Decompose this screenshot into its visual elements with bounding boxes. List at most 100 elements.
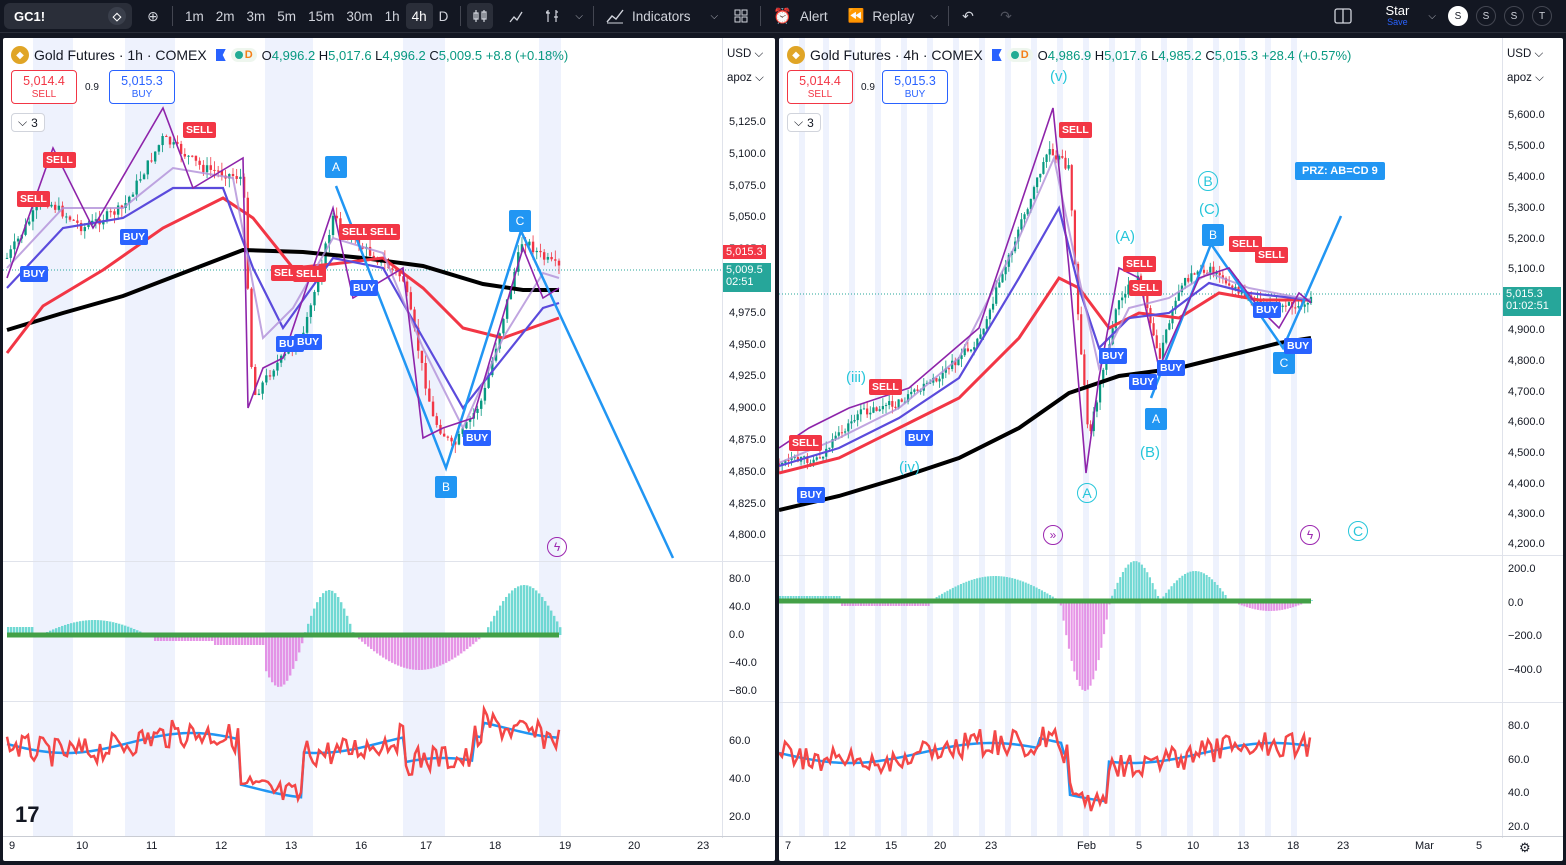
- collapse-indicators-button[interactable]: ⌵ 3: [787, 113, 821, 132]
- timeframe-5m[interactable]: 5m: [277, 8, 297, 24]
- replay-forward-icon[interactable]: »: [1043, 525, 1063, 545]
- layout-s-button[interactable]: S: [1504, 6, 1524, 26]
- buy-signal[interactable]: BUY: [1129, 374, 1158, 390]
- indicators-button[interactable]: Indicators: [600, 3, 697, 29]
- sell-signal[interactable]: SELL: [1129, 280, 1162, 296]
- timeframe-15m[interactable]: 15m: [308, 8, 335, 24]
- candles-icon[interactable]: [467, 3, 494, 29]
- pattern-point-a[interactable]: A: [1145, 408, 1167, 430]
- wave-circle-a[interactable]: A: [1077, 483, 1097, 503]
- timeframe-2m[interactable]: 2m: [215, 8, 235, 24]
- wave-label-v[interactable]: (v): [1050, 68, 1068, 85]
- flag-icon[interactable]: [991, 49, 1002, 61]
- wave-label-c[interactable]: (C): [1199, 201, 1220, 218]
- sell-signal[interactable]: SELL: [869, 379, 902, 395]
- panel-toggle-icon[interactable]: [1330, 3, 1356, 29]
- timeframe-3m[interactable]: 3m: [246, 8, 266, 24]
- bars-icon[interactable]: [539, 3, 565, 29]
- timeframe-1m[interactable]: 1m: [185, 8, 204, 24]
- buy-signal[interactable]: BUY: [350, 280, 379, 296]
- wave-label-iv[interactable]: (iv): [899, 459, 920, 476]
- replay-button[interactable]: ⏪ Replay: [842, 3, 921, 29]
- user-menu[interactable]: Star Save: [1380, 4, 1414, 27]
- chevron-down-icon[interactable]: ⌵: [1428, 10, 1436, 22]
- oscillator-bar: [220, 635, 223, 645]
- add-symbol-icon[interactable]: ⊕: [147, 7, 159, 24]
- diamond-icon[interactable]: ◇: [108, 7, 126, 25]
- buy-signal[interactable]: BUY: [1253, 302, 1282, 318]
- pattern-line[interactable]: [334, 185, 675, 559]
- wave-label-b[interactable]: (B): [1140, 444, 1160, 461]
- sell-button[interactable]: 5,014.4 SELL: [787, 70, 853, 104]
- settings-gear-icon[interactable]: ⚙: [1519, 840, 1531, 855]
- scale-mode-select[interactable]: apoz ⌵: [727, 72, 764, 84]
- buy-signal[interactable]: BUY: [120, 229, 149, 245]
- buy-button[interactable]: 5,015.3 BUY: [109, 70, 175, 104]
- chart-pane-4h[interactable]: ◆ Gold Futures · 4h · COMEX D O4,986.9 H…: [779, 38, 1563, 861]
- redo-icon[interactable]: ↷: [1000, 7, 1012, 24]
- flag-icon[interactable]: [215, 49, 226, 61]
- chart-type-icon[interactable]: [503, 3, 529, 29]
- layout-t-button[interactable]: T: [1532, 6, 1552, 26]
- buy-signal[interactable]: BUY: [905, 430, 934, 446]
- buy-signal[interactable]: BUY: [797, 487, 826, 503]
- chevron-down-icon[interactable]: ⌵: [710, 10, 719, 22]
- buy-signal[interactable]: BUY: [1157, 360, 1186, 376]
- sell-signal[interactable]: SELL: [1123, 256, 1156, 272]
- wave-label-iii[interactable]: (iii): [846, 369, 866, 386]
- timeframe-4h[interactable]: 4h: [405, 3, 433, 29]
- chevron-down-icon[interactable]: ⌵: [930, 10, 939, 22]
- buy-button[interactable]: 5,015.3 BUY: [882, 70, 948, 104]
- wave-circle-b[interactable]: B: [1198, 171, 1218, 191]
- chart-canvas-4h[interactable]: [779, 38, 1563, 861]
- currency-select[interactable]: USD ⌵: [1507, 48, 1544, 60]
- save-link[interactable]: Save: [1387, 17, 1408, 27]
- layout-s-button[interactable]: S: [1448, 6, 1468, 26]
- undo-icon[interactable]: ↶: [962, 7, 974, 24]
- collapse-indicators-button[interactable]: ⌵ 3: [11, 113, 45, 132]
- pattern-point-b[interactable]: B: [435, 476, 457, 498]
- timeframe-D[interactable]: D: [438, 8, 449, 24]
- sell-signal[interactable]: SELL: [1229, 236, 1262, 252]
- chart-pane-1h[interactable]: ◆ Gold Futures · 1h · COMEX D O4,996.2 H…: [3, 38, 775, 861]
- tradingview-logo-icon[interactable]: 17: [15, 802, 40, 827]
- layout-s-button[interactable]: S: [1476, 6, 1496, 26]
- sell-button[interactable]: 5,014.4 SELL: [11, 70, 77, 104]
- pattern-point-c[interactable]: C: [509, 210, 531, 232]
- sell-signal[interactable]: SELL: [293, 266, 326, 282]
- sell-signal[interactable]: SELL: [1059, 122, 1092, 138]
- sell-signal[interactable]: SELL: [17, 191, 50, 207]
- currency-select[interactable]: USD ⌵: [727, 48, 764, 60]
- lightning-icon[interactable]: ϟ: [1300, 525, 1320, 545]
- alert-button[interactable]: ⏰ Alert: [767, 3, 833, 29]
- sell-signal[interactable]: SELL: [789, 435, 822, 451]
- sell-signal[interactable]: SELL: [367, 224, 400, 240]
- buy-signal[interactable]: BUY: [463, 430, 492, 446]
- layout-grid-icon[interactable]: [728, 3, 754, 29]
- timeframe-1h[interactable]: 1h: [384, 8, 400, 24]
- chevron-down-icon[interactable]: ⌵: [575, 10, 583, 22]
- pattern-line[interactable]: [1149, 215, 1343, 399]
- candle-body: [1098, 381, 1102, 403]
- pattern-line[interactable]: [6, 106, 560, 440]
- timeframe-30m[interactable]: 30m: [346, 8, 373, 24]
- sell-signal[interactable]: SELL: [1255, 247, 1288, 263]
- sell-signal[interactable]: SELL: [339, 224, 372, 240]
- sell-signal[interactable]: SELL: [183, 122, 216, 138]
- wave-label-a[interactable]: (A): [1115, 228, 1135, 245]
- lightning-icon[interactable]: ϟ: [547, 537, 567, 557]
- buy-signal[interactable]: BUY: [20, 266, 49, 282]
- sell-signal[interactable]: SELL: [43, 152, 76, 168]
- buy-signal[interactable]: BUY: [294, 334, 323, 350]
- pattern-point-a[interactable]: A: [325, 156, 347, 178]
- pattern-line[interactable]: [779, 107, 1312, 474]
- wave-circle-c[interactable]: C: [1348, 521, 1368, 541]
- scale-mode-select[interactable]: apoz ⌵: [1507, 72, 1544, 84]
- buy-signal[interactable]: BUY: [1284, 338, 1313, 354]
- symbol-search[interactable]: GC1! ◇: [4, 3, 132, 29]
- buy-signal[interactable]: BUY: [1099, 348, 1128, 364]
- pattern-point-c[interactable]: C: [1273, 352, 1295, 374]
- pattern-point-b[interactable]: B: [1202, 224, 1224, 246]
- chart-canvas-1h[interactable]: [3, 38, 775, 861]
- prz-label[interactable]: PRZ: AB=CD 9: [1295, 162, 1385, 180]
